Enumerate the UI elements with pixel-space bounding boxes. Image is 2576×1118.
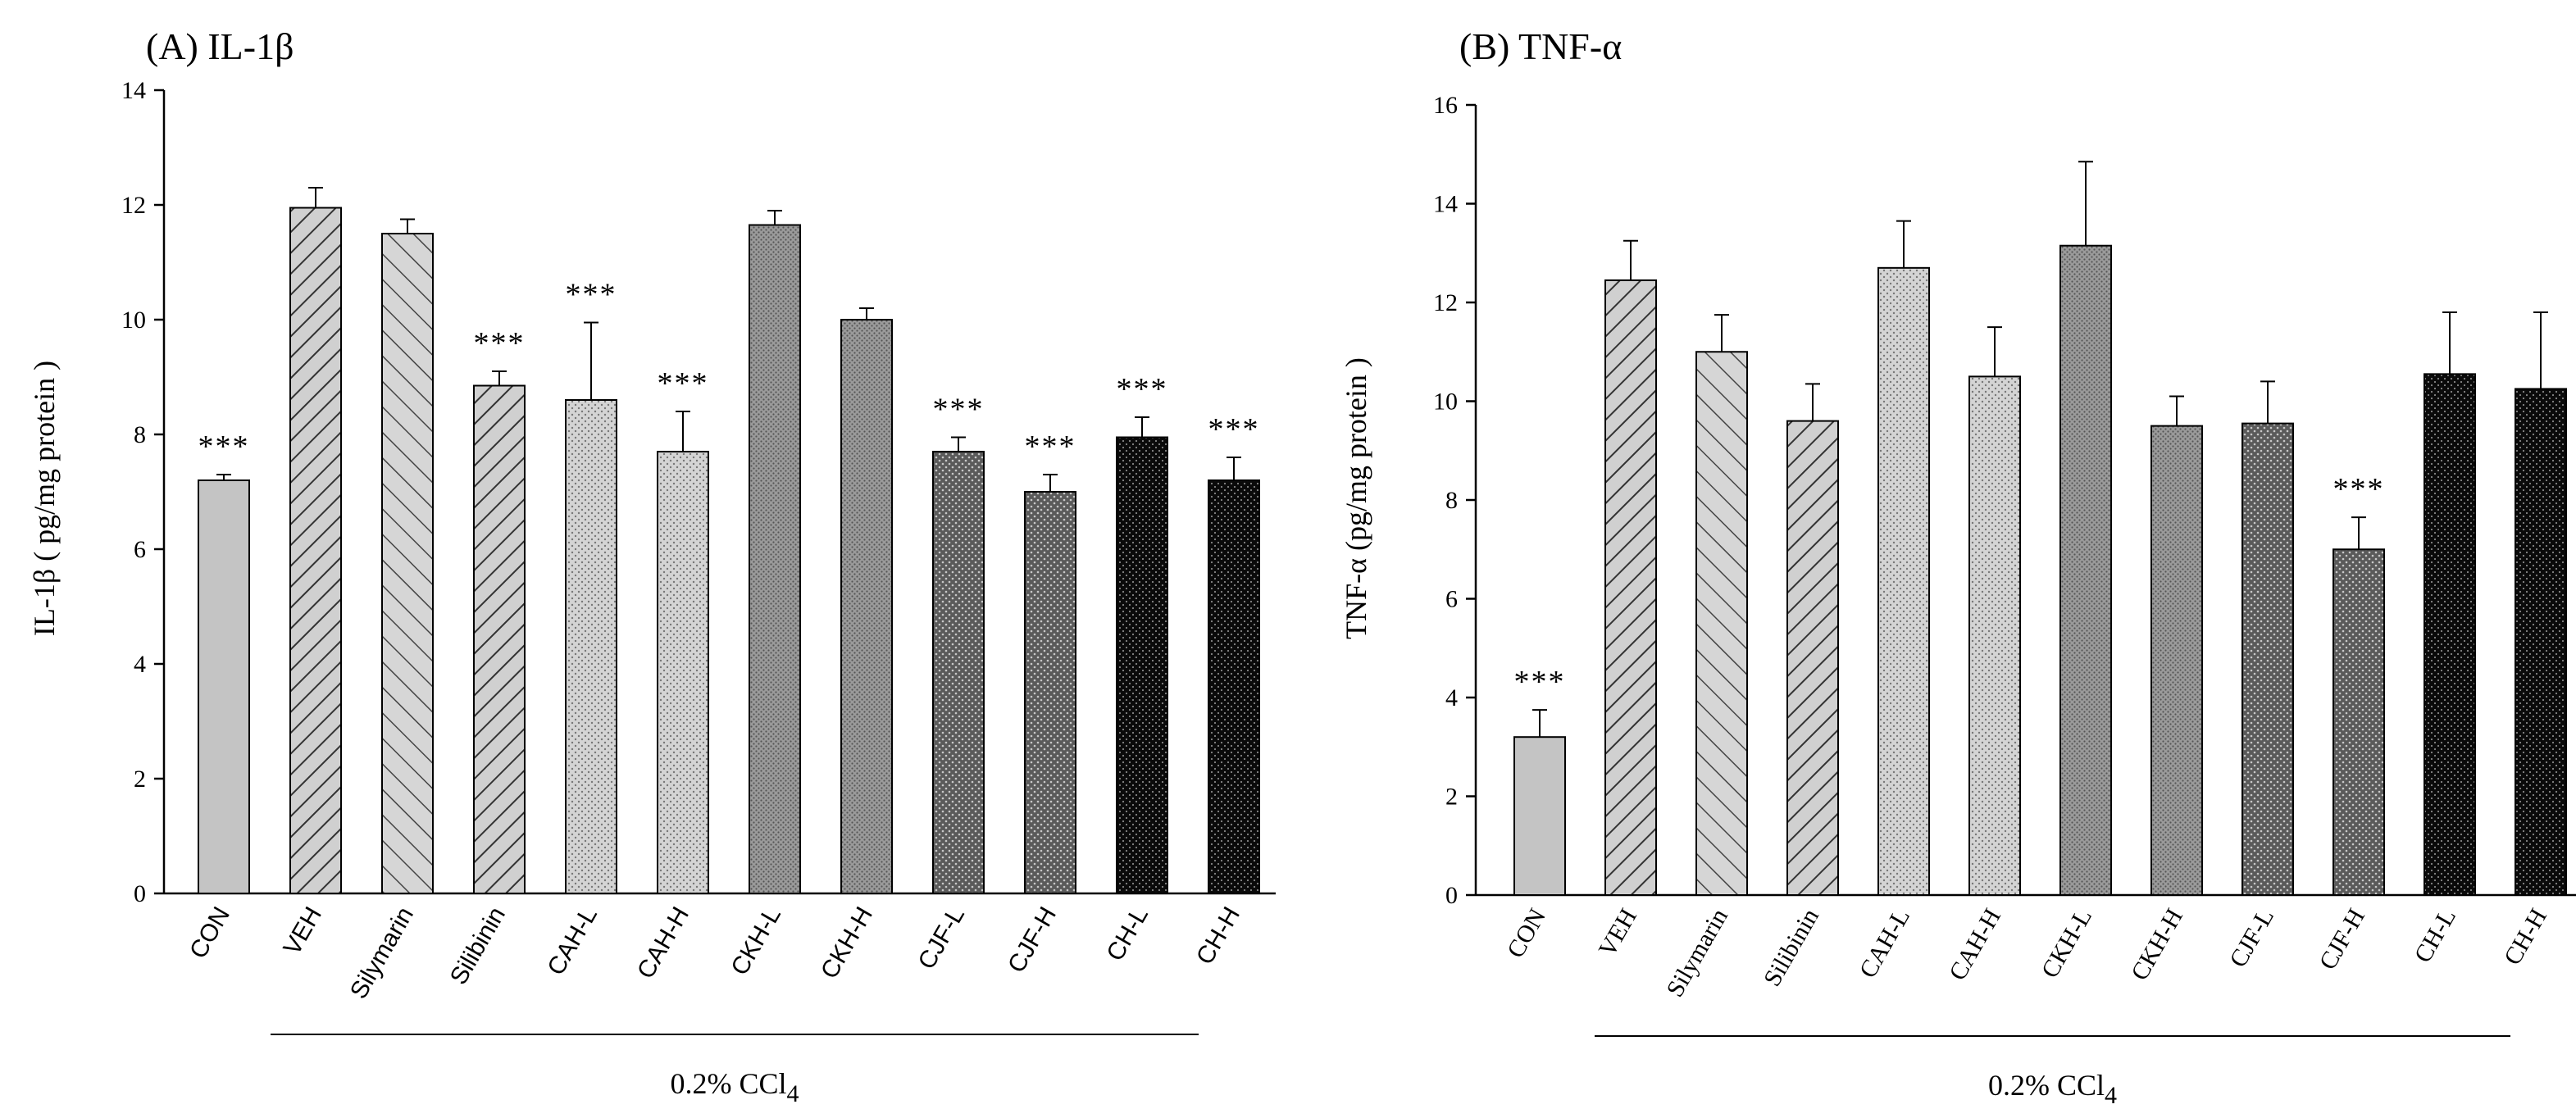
a-bar-con (198, 479, 250, 894)
b-y-tick-label: 10 (1433, 389, 1458, 416)
b-category-label: Silibinin (1759, 904, 1824, 991)
b-category-label: CH-H (2499, 904, 2552, 970)
a-category-label: CAH-H (632, 902, 694, 984)
b-category-label: Silymarin (1661, 904, 1733, 1002)
a-bar-silibinin (473, 384, 526, 894)
b-y-tick-label: 4 (1445, 684, 1458, 711)
panel-b-title: (B) TNF-α (1459, 25, 1622, 67)
a-category-label: CJF-L (913, 902, 970, 974)
b-category-label: CON (1502, 904, 1551, 962)
b-category-label: CJF-L (2224, 904, 2279, 972)
a-bar-ch-l (1116, 436, 1168, 894)
b-category-label: CAH-H (1944, 904, 2006, 985)
panel-a-title: (A) IL-1β (146, 25, 294, 67)
a-category-label: VEH (279, 902, 327, 960)
a-category-label: Silymarin (345, 902, 419, 1003)
b-y-tick-label: 0 (1445, 882, 1458, 909)
a-bar-ckh-l (749, 224, 801, 894)
a-category-label: CKH-L (726, 902, 786, 979)
a-significance-marker: *** (1117, 372, 1168, 407)
b-bar-cah-l (1877, 266, 1930, 896)
panel-il1b: (A) IL-1β IL-1β ( pg/mg protein ) 0 2 4 6 8 1… (28, 25, 1276, 1107)
a-y-tick-label: 6 (134, 536, 146, 563)
panel-a-plot: 0 2 4 6 8 10 12 14 *** CON VEH Silymarin *** Silibini… (121, 77, 1276, 1035)
b-y-tick-label: 12 (1433, 289, 1458, 316)
a-significance-marker: *** (658, 366, 709, 401)
b-category-label: CKH-L (2037, 904, 2097, 983)
b-bar-cah-h (1968, 375, 2021, 896)
b-bar-silymarin (1695, 351, 1748, 896)
b-bar-silibinin (1786, 420, 1839, 896)
a-y-tick-label: 12 (121, 192, 146, 219)
b-bar-veh (1604, 279, 1657, 896)
b-y-tick-label: 6 (1445, 586, 1458, 613)
b-bar-ckh-h (2150, 425, 2203, 896)
panel-a-group-label: 0.2% CCl4 (670, 1067, 799, 1107)
b-category-label: VEH (1594, 904, 1642, 961)
a-category-label: CAH-L (542, 902, 603, 979)
a-bar-cjf-h (1024, 491, 1076, 894)
a-significance-marker: *** (1025, 429, 1076, 464)
a-bar-cah-h (657, 451, 709, 894)
panel-b-plot: 0 2 4 6 8 10 12 14 16 *** CON VEH Silymarin Silibinin… (1433, 92, 2576, 1037)
a-bar-ch-h (1208, 479, 1260, 894)
a-category-label: CH-H (1191, 902, 1245, 969)
b-category-label: CKH-H (2126, 904, 2188, 985)
a-bar-ckh-h (840, 319, 893, 894)
panel-a-ylabel: IL-1β ( pg/mg protein ) (28, 361, 61, 636)
b-category-label: CH-L (2409, 904, 2461, 967)
b-y-tick-label: 14 (1433, 191, 1458, 218)
a-category-label: CON (184, 902, 235, 963)
b-y-tick-label: 2 (1445, 784, 1458, 811)
a-bar-veh (289, 207, 342, 894)
a-y-tick-label: 8 (134, 421, 146, 448)
b-significance-marker: *** (1514, 665, 1566, 699)
b-bar-cjf-h (2333, 548, 2385, 896)
b-y-tick-label: 8 (1445, 487, 1458, 514)
b-bar-ch-h (2515, 388, 2567, 896)
a-bar-cah-l (565, 399, 617, 894)
a-category-label: CKH-H (816, 902, 878, 984)
a-y-tick-label: 4 (134, 651, 146, 678)
b-y-tick-label: 16 (1433, 92, 1458, 119)
panel-b-group-label: 0.2% CCl4 (1988, 1069, 2117, 1109)
a-category-label: Silibinin (445, 902, 511, 989)
b-bar-ckh-l (2059, 244, 2112, 896)
a-category-label: CH-L (1101, 902, 1154, 966)
a-significance-marker: *** (933, 393, 985, 427)
a-y-tick-label: 14 (121, 77, 146, 104)
b-category-label: CJF-H (2314, 904, 2370, 975)
b-bar-con (1513, 736, 1566, 897)
b-bar-cjf-l (2241, 422, 2294, 896)
a-significance-marker: *** (198, 429, 250, 464)
a-significance-marker: *** (1208, 412, 1260, 447)
a-y-tick-label: 2 (134, 766, 146, 793)
a-significance-marker: *** (474, 326, 526, 361)
panel-tnfa: (B) TNF-α TNF-α (pg/mg protein ) 0 2 4 6 8 10… (1340, 25, 2576, 1109)
b-category-label: CAH-L (1855, 904, 1915, 983)
a-y-tick-label: 0 (134, 880, 146, 907)
b-significance-marker: *** (2333, 472, 2385, 507)
a-bar-silymarin (381, 233, 434, 894)
a-category-label: CJF-H (1003, 902, 1062, 978)
panel-b-ylabel: TNF-α (pg/mg protein ) (1340, 357, 1372, 639)
a-significance-marker: *** (566, 278, 617, 312)
b-bar-ch-l (2424, 373, 2476, 896)
a-y-tick-label: 10 (121, 307, 146, 334)
a-bar-cjf-l (932, 451, 985, 894)
